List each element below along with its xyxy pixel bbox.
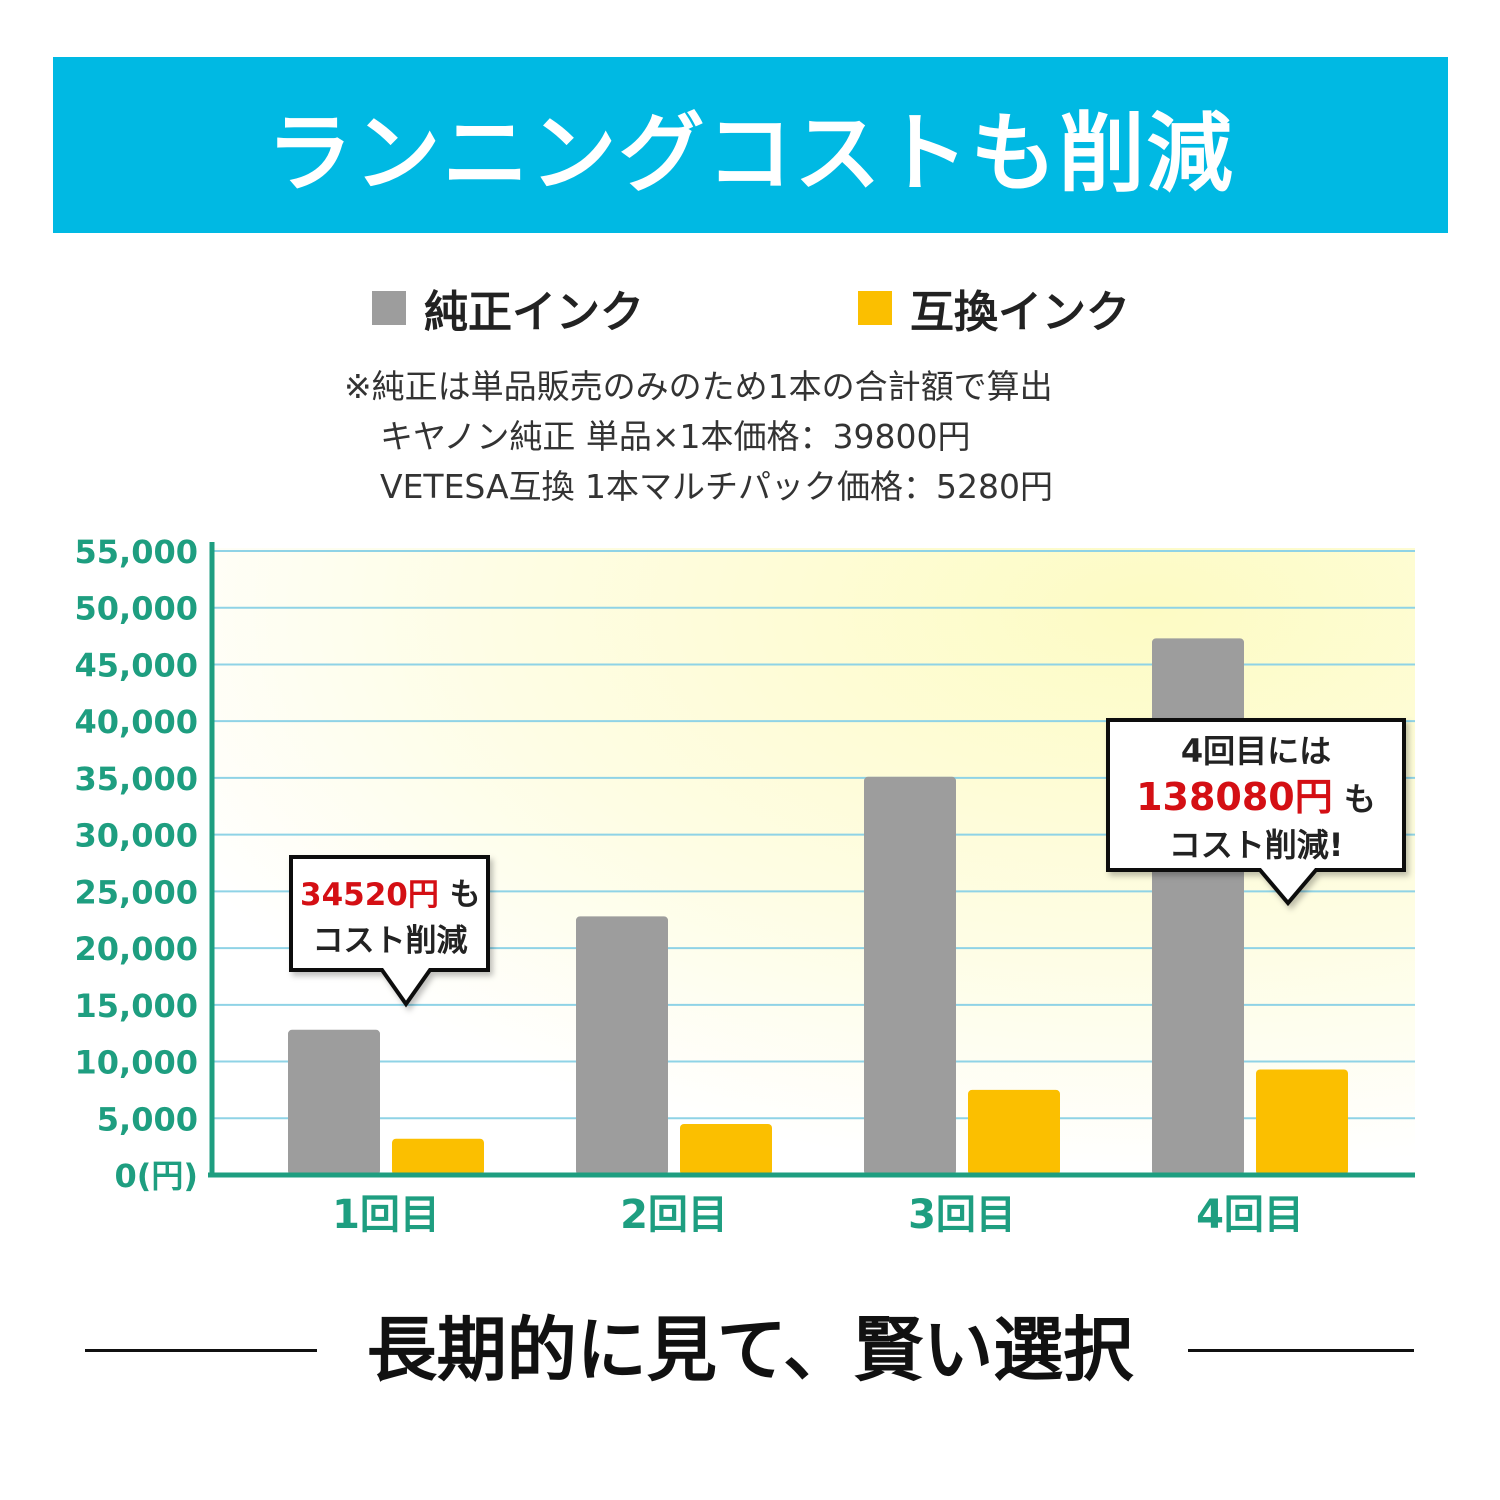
bar	[288, 1029, 380, 1175]
callout-first-text: 34520円 も コスト削減	[300, 872, 481, 964]
bar	[864, 776, 956, 1175]
callout-second-text: 4回目には 138080円 も コスト削減!	[1118, 728, 1394, 868]
page-title: ランニングコストも削減	[266, 103, 1235, 204]
x-category-label: 4回目	[1196, 1192, 1304, 1238]
callout-second-amount: 138080円	[1136, 775, 1333, 819]
note-line-1: ※純正は単品販売のみのため1本の合計額で算出	[344, 367, 1053, 406]
bar	[1256, 1069, 1348, 1175]
title-banner: ランニングコストも削減	[53, 57, 1448, 233]
bar	[680, 1123, 772, 1175]
y-tick-label: 45,000	[75, 646, 198, 684]
legend-label-genuine: 純正インク	[424, 287, 644, 338]
callout-second-line3: コスト削減!	[1168, 826, 1344, 864]
y-tick-label: 15,000	[75, 987, 198, 1025]
footer: 長期的に見て、賢い選択	[0, 1305, 1500, 1395]
y-tick-label: 55,000	[75, 533, 198, 571]
callout-bubble-first	[289, 855, 490, 1008]
x-category-label: 3回目	[908, 1192, 1016, 1238]
y-tick-label: 50,000	[75, 590, 198, 628]
x-category-label: 1回目	[332, 1192, 440, 1238]
callout-second-line1: 4回目には	[1180, 732, 1332, 770]
cost-bar-chart: 0(円) 5,000 10,000 15,000 20,000 25,000 30,000 3…	[75, 533, 1415, 1238]
y-tick-label: 10,000	[75, 1044, 198, 1082]
bar	[968, 1089, 1060, 1175]
legend-label-compatible: 互換インク	[910, 287, 1130, 338]
y-tick-label: 35,000	[75, 760, 198, 798]
note-line-3: VETESA互換 1本マルチパック価格：5280円	[380, 467, 1054, 506]
bar	[576, 916, 668, 1175]
footer-text: 長期的に見て、賢い選択	[366, 1309, 1134, 1391]
callout-first-amount: 34520円	[300, 877, 439, 913]
callout-first-line2: コスト削減	[312, 923, 468, 959]
legend-item-compatible: 互換インク	[858, 276, 1130, 340]
legend-item-genuine: 純正インク	[372, 276, 644, 340]
y-tick-label: 5,000	[97, 1100, 198, 1138]
legend-swatch-genuine	[372, 291, 406, 325]
price-note: ※純正は単品販売のみのため1本の合計額で算出 キヤノン純正 単品×1本価格：39…	[344, 362, 1053, 512]
y-tick-label: 0(円)	[114, 1157, 198, 1195]
footer-line-right	[1188, 1349, 1414, 1352]
callout-first-suffix: も	[449, 877, 481, 913]
x-category-label: 2回目	[620, 1192, 728, 1238]
callout-bubble-second	[1106, 718, 1406, 907]
legend-swatch-compatible	[858, 291, 892, 325]
footer-line-left	[85, 1349, 317, 1352]
callout-second-suffix: も	[1343, 780, 1376, 818]
y-tick-label: 20,000	[75, 930, 198, 968]
y-tick-label: 25,000	[75, 873, 198, 911]
note-line-2: キヤノン純正 単品×1本価格：39800円	[380, 417, 971, 456]
y-tick-label: 30,000	[75, 817, 198, 855]
y-tick-label: 40,000	[75, 703, 198, 741]
bar	[392, 1138, 484, 1175]
